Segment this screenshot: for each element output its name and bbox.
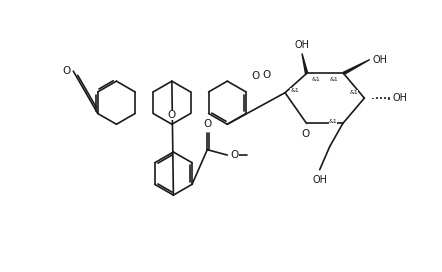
- Text: &1: &1: [311, 76, 320, 82]
- Text: OH: OH: [373, 55, 388, 64]
- Text: O: O: [62, 66, 70, 76]
- Text: O: O: [251, 71, 260, 81]
- Polygon shape: [302, 53, 308, 74]
- Text: O: O: [168, 110, 176, 120]
- Text: OH: OH: [294, 40, 309, 50]
- Text: &1: &1: [329, 76, 338, 82]
- Text: O: O: [203, 119, 211, 129]
- Text: OH: OH: [312, 175, 327, 185]
- Text: O: O: [230, 150, 239, 160]
- Polygon shape: [343, 60, 370, 75]
- Text: O: O: [263, 70, 271, 81]
- Text: &1: &1: [329, 119, 337, 125]
- Text: OH: OH: [392, 93, 407, 103]
- Text: &1: &1: [290, 88, 299, 93]
- Text: O: O: [302, 129, 310, 139]
- Text: &1: &1: [350, 90, 358, 95]
